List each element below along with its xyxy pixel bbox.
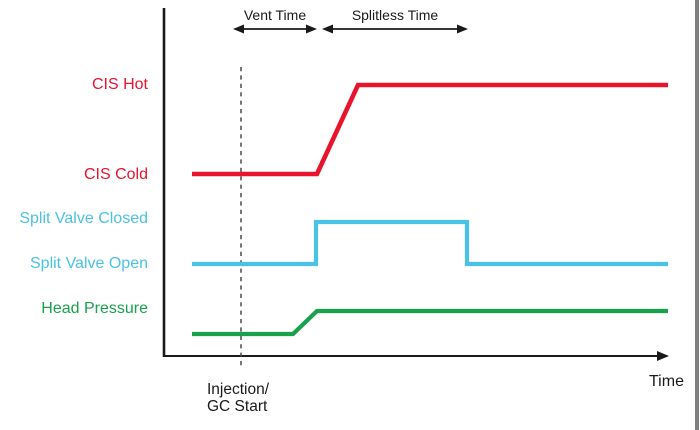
splitless-time-arrow-left-head: [322, 24, 333, 34]
injection-label-line2: GC Start: [207, 398, 268, 415]
vent-time-arrow-right-head: [306, 24, 317, 34]
series-head-pressure: [192, 308, 668, 337]
vent-time-label: Vent Time: [243, 7, 307, 23]
splitless-time-arrow-right-head: [457, 24, 468, 34]
label-cis-cold: CIS Cold: [83, 166, 148, 183]
label-cis-hot: CIS Hot: [91, 76, 148, 93]
label-split-valve-open: Split Valve Open: [30, 255, 148, 272]
series-split-valve: [192, 219, 668, 267]
window-right-border: [695, 0, 699, 430]
vent-time-arrow-left-head: [233, 24, 244, 34]
series-cis-temperature: [192, 82, 668, 177]
label-split-valve-closed: Split Valve Closed: [19, 210, 148, 227]
injection-label-line1: Injection/: [207, 381, 270, 398]
x-axis-arrowhead: [657, 351, 669, 361]
time-axis-label: Time: [649, 373, 684, 390]
splitless-time-label: Splitless Time: [351, 7, 439, 23]
label-head-pressure: Head Pressure: [41, 300, 148, 317]
injection-gc-start-label: Injection/ GC Start: [207, 381, 269, 415]
